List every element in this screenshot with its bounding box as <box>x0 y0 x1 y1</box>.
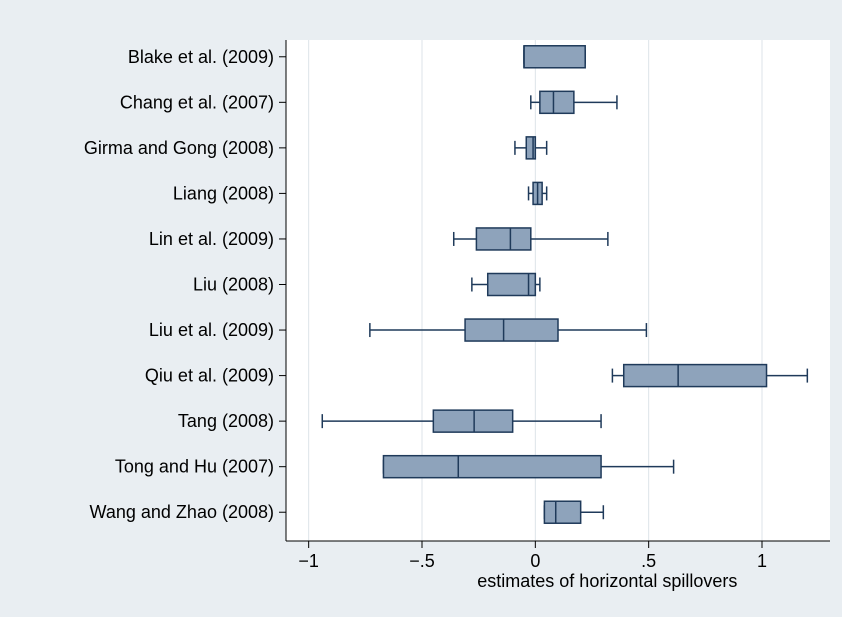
box-6 <box>471 272 541 297</box>
box-2 <box>530 90 618 115</box>
y-axis-ticks: Blake et al. (2009) Chang et al. (2007) Gi… <box>84 47 286 522</box>
box-1 <box>523 45 586 69</box>
box-5 <box>452 227 609 251</box>
y-tick-label: Chang et al. (2007) <box>120 92 274 112</box>
y-tick-label: Liu (2008) <box>193 275 274 295</box>
x-tick-label: .5 <box>641 551 656 571</box>
y-tick-label: Tang (2008) <box>178 411 274 431</box>
y-tick-label: Liang (2008) <box>173 183 274 203</box>
box-iqr <box>486 272 537 297</box>
box-9 <box>321 409 602 433</box>
x-tick-label: −.5 <box>409 551 435 571</box>
box-3 <box>514 136 548 160</box>
x-tick-label: 0 <box>530 551 540 571</box>
box-iqr <box>475 227 532 251</box>
box-iqr <box>539 90 575 115</box>
box-iqr <box>432 409 514 433</box>
box-11 <box>543 500 605 524</box>
box-10 <box>382 454 675 479</box>
y-tick-label: Qiu et al. (2009) <box>145 366 274 386</box>
y-tick-label: Tong and Hu (2007) <box>115 457 274 477</box>
y-tick-label: Lin et al. (2009) <box>149 229 274 249</box>
box-7 <box>369 318 648 342</box>
box-iqr <box>523 45 586 69</box>
x-axis-title: estimates of horizontal spillovers <box>477 571 737 591</box>
box-iqr <box>622 363 768 388</box>
box-8 <box>611 363 809 388</box>
y-tick-label: Liu et al. (2009) <box>149 320 274 340</box>
x-axis-ticks: −1 −.5 0 .5 1 <box>298 541 767 571</box>
boxes <box>321 45 809 524</box>
box-iqr <box>464 318 559 342</box>
x-tick-label: 1 <box>757 551 767 571</box>
x-tick-label: −1 <box>298 551 319 571</box>
box-iqr <box>543 500 582 524</box>
box-iqr <box>525 136 537 160</box>
y-tick-label: Girma and Gong (2008) <box>84 138 274 158</box>
y-tick-label: Wang and Zhao (2008) <box>90 502 274 522</box>
y-tick-label: Blake et al. (2009) <box>128 47 274 67</box>
box-4 <box>527 181 548 206</box>
box-iqr <box>382 454 602 479</box>
